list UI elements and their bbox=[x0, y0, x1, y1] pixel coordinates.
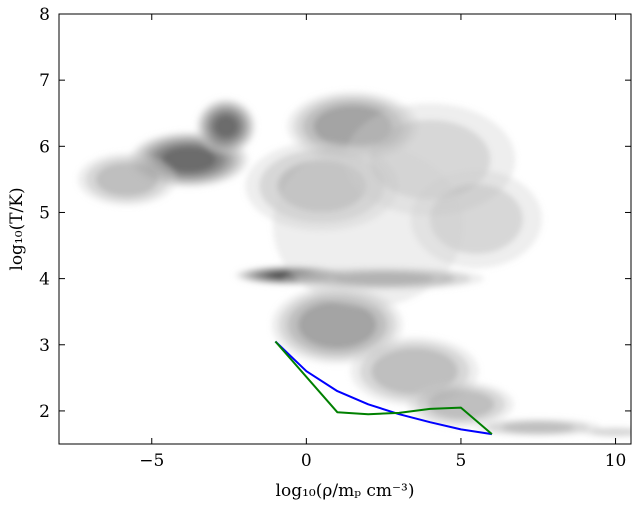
density-region bbox=[581, 427, 631, 438]
density-contour bbox=[272, 144, 464, 308]
density-contour bbox=[161, 146, 217, 173]
y-axis-label: log₁₀(T/K) bbox=[7, 187, 27, 270]
y-tick-label: 6 bbox=[39, 137, 50, 157]
y-tick-label: 7 bbox=[39, 71, 50, 91]
density-contour bbox=[371, 348, 458, 395]
plot-area bbox=[58, 13, 632, 445]
plot-frame bbox=[58, 13, 632, 445]
y-tick-label: 5 bbox=[39, 203, 50, 223]
y-tick-label: 4 bbox=[39, 270, 50, 290]
density-region bbox=[408, 381, 514, 427]
ticks-layer: −5 0 5 10 2 3 4 5 6 7 8 bbox=[39, 5, 631, 471]
y-tick-label: 3 bbox=[39, 336, 50, 356]
density-region bbox=[475, 418, 601, 437]
density-contour bbox=[427, 389, 495, 419]
green-line bbox=[274, 340, 493, 435]
x-tick-label: 5 bbox=[456, 451, 467, 471]
y-tick-label: 8 bbox=[39, 5, 50, 25]
density-contour bbox=[502, 422, 575, 433]
density-region bbox=[272, 144, 464, 308]
blue-line bbox=[274, 340, 493, 436]
x-axis-label: log₁₀(ρ/mₚ cm⁻³) bbox=[276, 481, 415, 501]
density-contour bbox=[213, 115, 239, 138]
x-tick-label: −5 bbox=[139, 451, 164, 471]
density-contour bbox=[298, 301, 377, 349]
density-region bbox=[77, 152, 177, 206]
density-region bbox=[196, 98, 256, 155]
x-tick-label: 0 bbox=[301, 451, 312, 471]
x-tick-label: 10 bbox=[605, 451, 627, 471]
density-contour bbox=[590, 428, 631, 436]
y-tick-label: 2 bbox=[39, 402, 50, 422]
density-contour bbox=[95, 162, 159, 197]
density-layer bbox=[77, 91, 631, 438]
lines-layer bbox=[274, 340, 493, 436]
